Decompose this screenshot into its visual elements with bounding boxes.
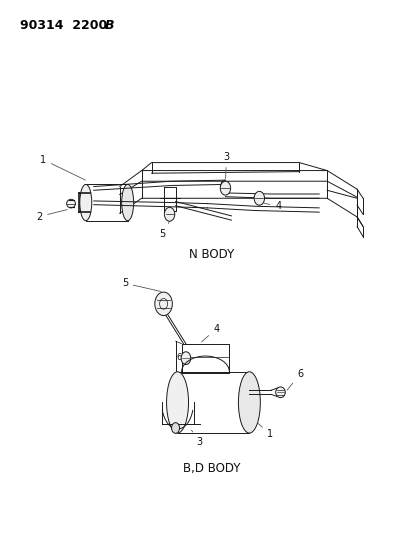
Text: 4: 4 xyxy=(264,201,281,212)
Ellipse shape xyxy=(238,372,261,433)
Ellipse shape xyxy=(122,184,134,221)
Circle shape xyxy=(164,207,175,221)
Text: 3: 3 xyxy=(192,430,202,447)
Text: 90314  2200: 90314 2200 xyxy=(20,19,107,31)
Circle shape xyxy=(155,292,172,316)
Text: 6: 6 xyxy=(287,369,303,390)
Text: 1: 1 xyxy=(40,155,85,180)
Circle shape xyxy=(181,352,191,365)
Ellipse shape xyxy=(167,372,188,433)
Text: B,D BODY: B,D BODY xyxy=(183,462,240,475)
Circle shape xyxy=(220,181,231,195)
Text: 2: 2 xyxy=(36,209,67,222)
Text: 5: 5 xyxy=(160,221,170,239)
Text: 4: 4 xyxy=(201,324,219,342)
Text: 3: 3 xyxy=(223,152,229,179)
Ellipse shape xyxy=(276,387,285,398)
Circle shape xyxy=(254,191,265,205)
Text: N BODY: N BODY xyxy=(189,248,234,261)
Text: 5: 5 xyxy=(122,278,161,292)
Circle shape xyxy=(172,423,180,433)
Ellipse shape xyxy=(67,199,75,208)
Text: B: B xyxy=(105,19,114,31)
Ellipse shape xyxy=(80,184,92,221)
Text: 6: 6 xyxy=(176,353,182,361)
Text: 1: 1 xyxy=(257,423,273,439)
